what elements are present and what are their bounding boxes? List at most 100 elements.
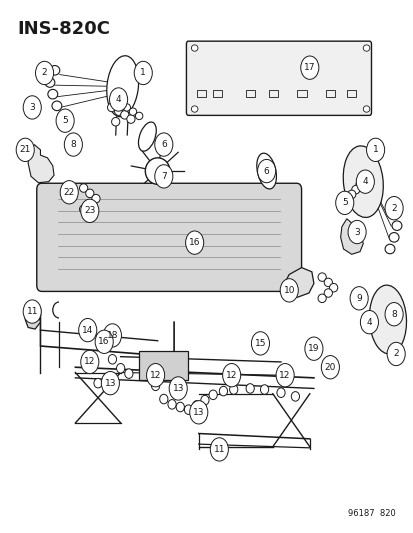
Text: 19: 19	[307, 344, 319, 353]
Ellipse shape	[151, 381, 159, 391]
Ellipse shape	[291, 392, 299, 401]
Circle shape	[23, 96, 41, 119]
Ellipse shape	[50, 66, 59, 75]
Text: 21: 21	[19, 146, 31, 155]
Ellipse shape	[107, 103, 115, 112]
Text: 3: 3	[354, 228, 359, 237]
Ellipse shape	[123, 104, 130, 111]
Ellipse shape	[126, 115, 135, 123]
Text: 4: 4	[366, 318, 371, 327]
Polygon shape	[340, 219, 362, 254]
Text: 15: 15	[254, 339, 266, 348]
Ellipse shape	[79, 184, 88, 192]
Ellipse shape	[384, 244, 394, 254]
Circle shape	[81, 350, 99, 374]
Text: 12: 12	[84, 358, 95, 367]
Circle shape	[95, 330, 113, 353]
Text: INS-820C: INS-820C	[18, 20, 111, 38]
Text: 23: 23	[84, 206, 95, 215]
Ellipse shape	[191, 45, 197, 51]
Ellipse shape	[112, 117, 119, 126]
Ellipse shape	[362, 45, 369, 51]
Text: 8: 8	[70, 140, 76, 149]
Ellipse shape	[388, 232, 398, 242]
Ellipse shape	[184, 405, 192, 415]
Ellipse shape	[129, 108, 136, 115]
Circle shape	[359, 311, 377, 334]
Text: 5: 5	[62, 116, 68, 125]
Text: 2: 2	[390, 204, 396, 213]
Ellipse shape	[355, 181, 363, 189]
Circle shape	[81, 199, 99, 222]
Circle shape	[210, 438, 228, 461]
Ellipse shape	[391, 221, 401, 230]
Circle shape	[275, 364, 294, 387]
Ellipse shape	[116, 364, 124, 373]
Text: 4: 4	[116, 95, 121, 104]
Circle shape	[335, 191, 353, 215]
Text: 22: 22	[64, 188, 75, 197]
Ellipse shape	[108, 354, 116, 364]
Ellipse shape	[107, 56, 138, 117]
Ellipse shape	[342, 146, 382, 217]
FancyBboxPatch shape	[139, 351, 188, 381]
Text: 1: 1	[140, 68, 146, 77]
Ellipse shape	[85, 189, 94, 198]
Text: 16: 16	[188, 238, 200, 247]
Ellipse shape	[386, 209, 396, 218]
Ellipse shape	[209, 390, 217, 400]
Circle shape	[60, 181, 78, 204]
Ellipse shape	[120, 111, 128, 119]
Ellipse shape	[245, 384, 254, 393]
Text: 9: 9	[356, 294, 361, 303]
Text: 3: 3	[29, 103, 35, 112]
Circle shape	[185, 231, 203, 254]
Circle shape	[169, 377, 187, 400]
Circle shape	[300, 56, 318, 79]
Circle shape	[356, 170, 373, 193]
Text: 10: 10	[283, 286, 294, 295]
Text: 8: 8	[390, 310, 396, 319]
Text: 16: 16	[98, 337, 110, 346]
Ellipse shape	[323, 278, 332, 287]
Ellipse shape	[79, 205, 88, 214]
Ellipse shape	[317, 273, 325, 281]
Ellipse shape	[347, 190, 355, 199]
Text: 2: 2	[392, 350, 398, 359]
Ellipse shape	[317, 294, 325, 303]
Text: 13: 13	[172, 384, 183, 393]
Circle shape	[109, 88, 127, 111]
Ellipse shape	[329, 284, 337, 292]
Text: 1: 1	[372, 146, 377, 155]
Ellipse shape	[48, 90, 57, 99]
Circle shape	[64, 133, 82, 156]
Circle shape	[280, 279, 298, 302]
Ellipse shape	[145, 158, 170, 184]
Circle shape	[134, 61, 152, 85]
Ellipse shape	[229, 385, 237, 394]
Polygon shape	[59, 187, 79, 214]
Circle shape	[347, 220, 365, 244]
Text: 12: 12	[225, 370, 237, 379]
Ellipse shape	[276, 388, 285, 398]
Text: 14: 14	[82, 326, 93, 335]
Ellipse shape	[92, 195, 100, 203]
Ellipse shape	[114, 107, 122, 115]
Text: 7: 7	[161, 172, 166, 181]
Circle shape	[384, 197, 402, 220]
Ellipse shape	[138, 122, 156, 151]
Circle shape	[251, 332, 269, 355]
Ellipse shape	[124, 369, 133, 378]
Ellipse shape	[135, 112, 142, 119]
FancyBboxPatch shape	[37, 183, 301, 292]
Text: 12: 12	[150, 370, 161, 379]
Ellipse shape	[85, 200, 94, 208]
Ellipse shape	[85, 362, 94, 372]
Circle shape	[23, 300, 41, 323]
Ellipse shape	[368, 285, 406, 354]
Circle shape	[189, 401, 207, 424]
Ellipse shape	[323, 289, 332, 297]
Circle shape	[366, 138, 384, 161]
Circle shape	[320, 356, 339, 379]
Polygon shape	[284, 268, 313, 297]
